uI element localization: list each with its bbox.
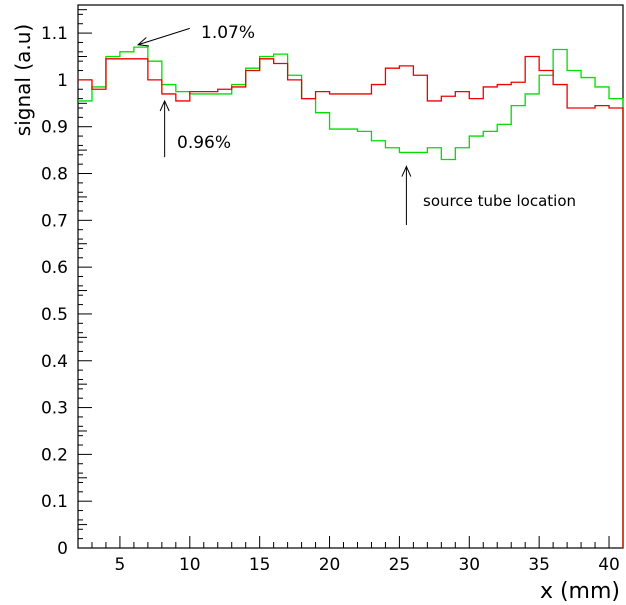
annotation-label: source tube location bbox=[423, 192, 576, 210]
annotation-arrow-head bbox=[136, 37, 150, 47]
annotation-label: 0.96% bbox=[177, 133, 231, 153]
x-tick-label: 20 bbox=[319, 555, 341, 575]
series-2-line bbox=[78, 55, 624, 548]
x-axis: 5 10 15 20 25 30 35 40 bbox=[77, 536, 624, 575]
y-tick-label: 0.4 bbox=[41, 352, 68, 372]
x-tick-label: 40 bbox=[598, 555, 620, 575]
annotation-arrow-head bbox=[159, 99, 170, 112]
annotation-layer: 1.07% 0.96% source tube location bbox=[136, 23, 576, 226]
x-tick-label: 30 bbox=[458, 555, 480, 575]
y-tick-label: 0.5 bbox=[41, 305, 68, 325]
x-tick-label: 15 bbox=[249, 555, 271, 575]
y-tick-label: 0.7 bbox=[41, 211, 68, 231]
y-tick-label: 0.6 bbox=[41, 258, 68, 278]
y-tick-label: 0.2 bbox=[41, 445, 68, 465]
y-tick-label: 0 bbox=[57, 539, 68, 559]
annotation-arrow bbox=[137, 27, 190, 46]
x-axis-label: x (mm) bbox=[540, 579, 620, 604]
y-tick-label: 0.9 bbox=[41, 118, 68, 138]
y-axis-label: signal (a.u) bbox=[11, 24, 35, 136]
y-tick-label: 0.3 bbox=[41, 399, 68, 419]
x-tick-label: 5 bbox=[115, 555, 126, 575]
y-tick-label: 0.1 bbox=[41, 492, 68, 512]
y-tick-label: 0.8 bbox=[41, 165, 68, 185]
plot-frame bbox=[77, 4, 624, 549]
series-layer bbox=[78, 46, 624, 548]
x-tick-label: 35 bbox=[528, 555, 550, 575]
annotation-arrow-head bbox=[401, 165, 412, 177]
x-tick-label: 10 bbox=[179, 555, 201, 575]
y-tick-label: 1.1 bbox=[41, 24, 68, 44]
y-axis: 0 0.1 0.2 0.3 0.4 0.5 0.6 0.7 0.8 0.9 1 1.1 bbox=[41, 9, 92, 559]
x-tick-label: 25 bbox=[389, 555, 411, 575]
series-1-line bbox=[78, 46, 624, 548]
y-tick-label: 1 bbox=[57, 71, 68, 91]
annotation-label: 1.07% bbox=[201, 23, 255, 43]
